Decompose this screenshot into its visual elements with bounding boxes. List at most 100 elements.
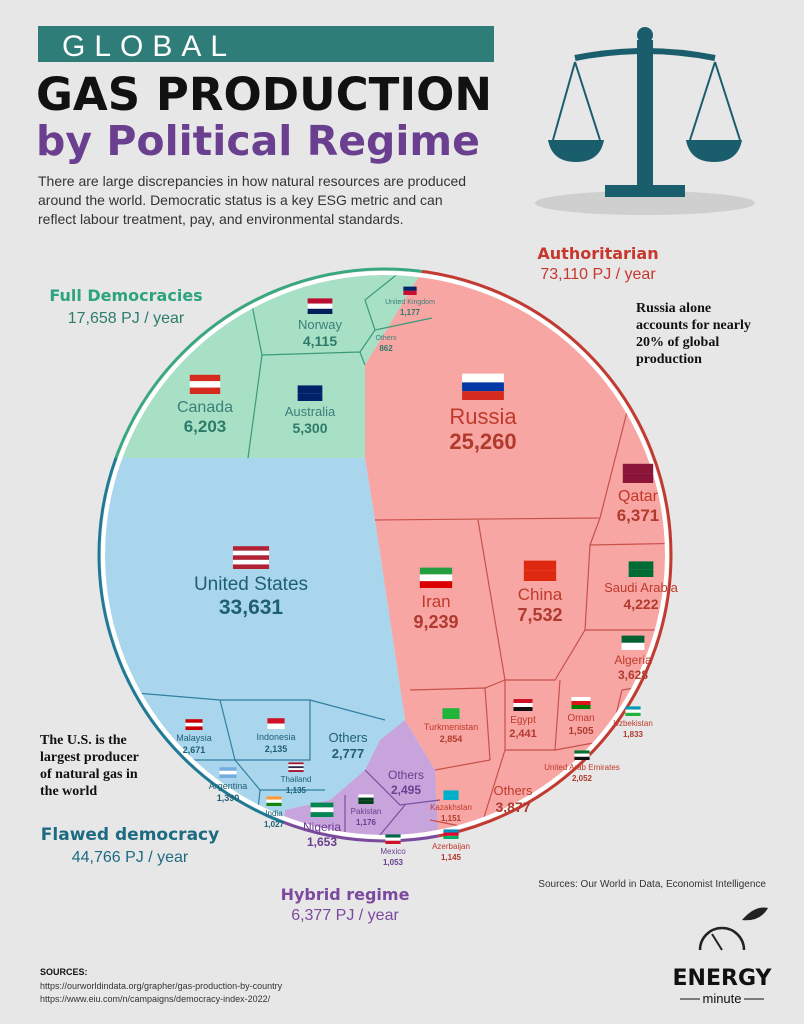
cell-label: Uzbekistan [613, 719, 653, 728]
group-total: 73,110 PJ / year [540, 266, 656, 283]
flag-stripe [219, 767, 237, 771]
flag-stripe [288, 770, 304, 772]
flag-stripe [219, 774, 237, 778]
flag-stripe [513, 699, 533, 703]
flag-stripe [288, 762, 304, 765]
group-total: 44,766 PJ / year [72, 849, 189, 866]
cell-value: 1,135 [286, 786, 307, 795]
flag-stripe [462, 382, 504, 392]
cell-label: Kazakhstan [430, 803, 472, 812]
flag-stripe [358, 794, 374, 798]
cell-value: 1,390 [217, 793, 240, 803]
cell-value: 1,053 [383, 858, 404, 867]
cell-value: 4,115 [303, 333, 337, 349]
flag-stripe [185, 722, 203, 727]
flag-stripe [288, 768, 304, 771]
cell-value: 2,777 [332, 746, 365, 761]
cell-label: Thailand [281, 775, 312, 784]
flag-stripe [462, 391, 504, 400]
flag-stripe [443, 835, 459, 839]
intro-line: reflect labour treatment, pay, and envir… [38, 211, 404, 227]
flag-stripe [621, 642, 645, 650]
cell-label: Oman [567, 713, 594, 724]
flag-stripe [266, 799, 282, 803]
flag-stripe [574, 753, 590, 757]
flag-stripe [185, 719, 203, 723]
flag-stripe [523, 570, 557, 581]
ring-hybrid [280, 720, 440, 843]
cell-value: 1,176 [356, 818, 377, 827]
logo-word: ENERGY [673, 966, 773, 991]
flag-stripe [267, 718, 285, 724]
scales-icon [535, 27, 755, 215]
flag-stripe [419, 574, 453, 582]
flag-stripe [288, 764, 304, 767]
flag-stripe [267, 723, 285, 729]
flag-stripe [403, 290, 417, 295]
flag-stripe [288, 766, 304, 769]
source-note: Sources: Our World in Data, Economist In… [538, 879, 766, 890]
cell-value: 6,203 [184, 417, 227, 436]
group-name: Authoritarian [537, 244, 658, 263]
cell-label: Norway [298, 317, 343, 332]
cell-label: Egypt [510, 715, 536, 726]
flag-stripe [621, 635, 645, 643]
cell-value: 1,505 [568, 726, 593, 737]
cell-label: Others [388, 768, 424, 782]
cell-value: 1,027 [264, 820, 285, 829]
cell-label: Canada [177, 399, 233, 416]
cell-label: Iran [421, 592, 450, 611]
flag-stripe [403, 286, 417, 291]
cell-value: 1,833 [623, 730, 644, 739]
intro: There are large discrepancies in how nat… [38, 173, 466, 227]
kicker-banner [38, 26, 494, 62]
cell-value: 1,145 [441, 853, 462, 862]
cell-borders [105, 275, 665, 835]
cell-value: 2,854 [440, 734, 463, 744]
cell-label: Others [328, 730, 368, 745]
cell-value: 2,441 [509, 728, 537, 740]
flag-stripe [443, 795, 459, 800]
flag-stripe [307, 303, 333, 309]
flag-stripe [358, 800, 374, 804]
flag-stripe [462, 373, 504, 383]
cell-label: Pakistan [351, 807, 382, 816]
flag-stripe [385, 834, 401, 838]
annotation-line: of natural gas in [40, 767, 138, 782]
cell-value: 7,532 [517, 605, 562, 625]
intro-line: around the world. Democratic status is a… [38, 192, 443, 208]
cell-label: Qatar [618, 488, 659, 505]
cell-value: 862 [379, 344, 393, 353]
cell-value: 33,631 [219, 596, 284, 619]
flag-stripe [443, 829, 459, 833]
title: GAS PRODUCTION [36, 68, 492, 121]
annotation-line: 20% of global [636, 335, 719, 350]
cell-value: 2,671 [183, 745, 206, 755]
cell-label: Azerbaijan [432, 842, 470, 851]
cell-label: United States [194, 574, 308, 595]
cell-label: Saudi Arabia [604, 580, 678, 595]
cell-value: 6,371 [617, 506, 660, 525]
logo: ENERGY minute [673, 907, 773, 1006]
flag-stripe [443, 832, 459, 836]
flag-stripe [574, 750, 590, 754]
cell-label: Others [375, 335, 397, 342]
flag-stripe [297, 385, 323, 394]
annotation: Russia alone accounts for nearly 20% of … [40, 301, 751, 799]
flag-stripe [513, 703, 533, 707]
cell-value: 25,260 [449, 429, 516, 454]
cell-label: Nigeria [303, 820, 341, 834]
cell-label: United Kingdom [385, 299, 435, 306]
circle-gap [101, 271, 669, 839]
cell-value: 2,135 [265, 744, 288, 754]
cell-label: Algeria [614, 653, 652, 667]
flag-stripe [185, 726, 203, 730]
annotation-line: largest producer [40, 750, 139, 765]
flag-stripe [266, 796, 282, 800]
flag-stripe [419, 581, 453, 588]
flag-stripe [310, 812, 334, 817]
flag-stripe [571, 697, 591, 701]
kicker: GLOBAL [62, 30, 236, 63]
cell-value: 2,052 [572, 774, 593, 783]
